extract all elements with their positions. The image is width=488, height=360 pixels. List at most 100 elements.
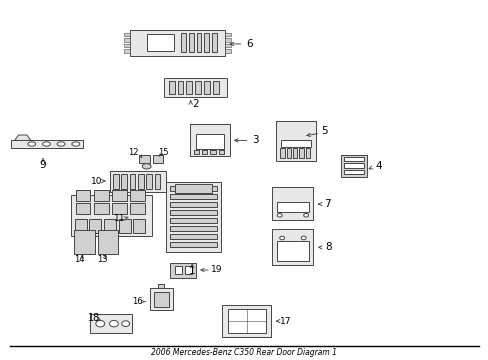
Ellipse shape [277,213,282,217]
Ellipse shape [109,320,118,327]
Bar [129,30,224,56]
Text: 10: 10 [91,177,102,186]
Bar [272,229,313,265]
Text: 2: 2 [192,99,199,109]
Text: 6: 6 [245,39,252,49]
Ellipse shape [142,164,151,169]
Bar [195,134,224,149]
Bar [181,33,185,52]
Bar [123,49,129,53]
Bar [344,170,363,174]
Bar [149,288,173,310]
Bar [112,190,126,201]
Bar [133,219,145,233]
Bar [76,203,90,214]
Bar [89,219,101,233]
Bar [76,190,90,201]
Bar [158,284,164,288]
Ellipse shape [301,236,305,240]
Bar [224,38,230,42]
Ellipse shape [28,142,36,146]
Bar [344,163,363,168]
Bar [184,266,192,274]
Bar [202,150,207,154]
Bar [218,150,224,154]
Text: 15: 15 [158,148,169,157]
Bar [130,203,144,214]
Bar [152,155,163,163]
Text: 3: 3 [251,135,258,145]
Ellipse shape [303,213,308,217]
Bar [146,174,152,189]
Bar [272,187,313,220]
Text: 5: 5 [320,126,327,136]
Bar [166,182,221,252]
Bar [123,33,129,36]
Ellipse shape [72,142,80,146]
Bar [224,49,230,53]
Bar [170,263,195,278]
Bar [154,174,160,189]
Bar [344,157,363,161]
Bar [195,81,201,94]
Bar [94,190,108,201]
Text: 11: 11 [113,215,125,223]
Bar [112,203,126,214]
Bar [292,148,297,158]
Ellipse shape [42,142,50,146]
Bar [281,140,311,147]
Bar [98,230,118,254]
Bar [228,309,265,333]
Ellipse shape [57,142,65,146]
Bar [277,241,308,261]
Bar [204,33,209,52]
Bar [305,148,309,158]
Bar [94,203,108,214]
Bar [188,33,193,52]
Bar [90,314,132,333]
Bar [277,202,308,212]
Bar [170,242,217,247]
Bar [196,33,201,52]
Bar [170,226,217,231]
Bar [175,266,182,274]
Bar [212,81,218,94]
Text: 18: 18 [87,312,100,323]
Bar [113,174,119,189]
Text: 7: 7 [324,199,330,209]
Bar [119,219,130,233]
Bar [110,171,166,192]
Polygon shape [11,140,83,148]
Text: 16: 16 [131,297,142,306]
Bar [224,44,230,48]
Bar [71,195,151,236]
Bar [177,81,183,94]
Text: 19: 19 [210,266,222,275]
Bar [170,186,217,191]
Text: 14: 14 [74,256,84,264]
Bar [170,194,217,199]
Bar [129,174,135,189]
Polygon shape [15,135,31,140]
Bar [224,33,230,36]
Bar [163,78,227,97]
Bar [123,38,129,42]
Bar [146,34,173,51]
Text: 13: 13 [97,256,108,264]
Ellipse shape [96,320,104,327]
Bar [123,44,129,48]
Bar [170,210,217,215]
Bar [186,81,192,94]
Bar [170,234,217,239]
Bar [280,148,284,158]
Bar [276,121,316,161]
Bar [222,305,271,337]
Bar [138,174,143,189]
Bar [210,150,215,154]
Bar [139,155,150,163]
Bar [170,202,217,207]
Bar [193,150,199,154]
Text: 1: 1 [188,266,195,276]
Text: 12: 12 [127,148,138,157]
Text: 17: 17 [280,317,291,325]
